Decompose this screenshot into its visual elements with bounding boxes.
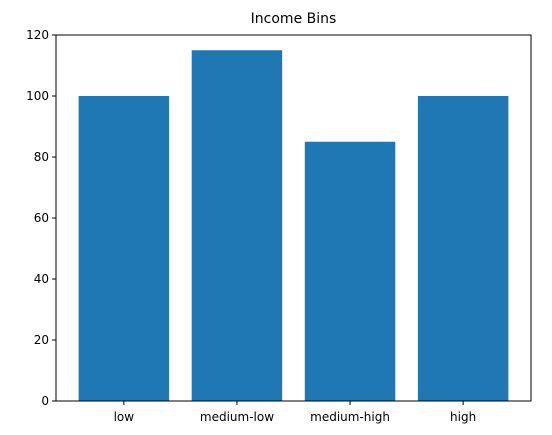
chart-title: Income Bins <box>251 11 337 27</box>
x-tick-label-high: high <box>450 410 476 424</box>
bar-high <box>417 96 509 401</box>
x-tick-label-low: low <box>114 410 135 424</box>
y-tick-label: 80 <box>34 150 49 164</box>
x-tick-label-medium-low: medium-low <box>200 410 274 424</box>
x-tick-label-medium-high: medium-high <box>310 410 390 424</box>
y-tick-label: 0 <box>41 394 49 408</box>
y-tick-label: 120 <box>26 28 49 42</box>
x-axis: low medium-low medium-high high <box>114 401 476 424</box>
y-tick-label: 20 <box>34 333 49 347</box>
bar-medium-high <box>304 141 396 401</box>
y-tick-label: 60 <box>34 211 49 225</box>
y-axis: 0 20 40 60 80 100 120 <box>26 28 56 408</box>
bars-group <box>78 50 509 401</box>
bar-low <box>78 96 170 401</box>
y-tick-label: 100 <box>26 89 49 103</box>
y-tick-label: 40 <box>34 272 49 286</box>
bar-medium-low <box>191 50 283 401</box>
plot-frame <box>55 34 532 402</box>
